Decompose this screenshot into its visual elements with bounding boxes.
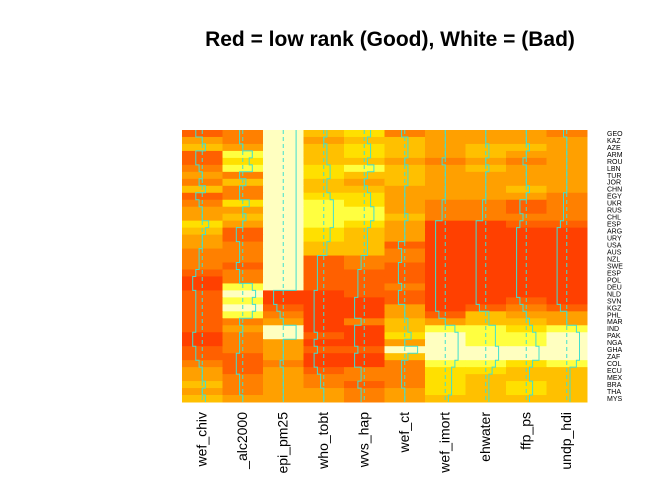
- row-label: BRA: [607, 382, 622, 389]
- row-label: GHA: [607, 347, 623, 354]
- column-label: ehwater: [477, 412, 493, 462]
- row-label: CHL: [607, 215, 621, 222]
- row-label: NLD: [607, 291, 621, 298]
- row-label: SVN: [607, 298, 621, 305]
- row-label: ESP: [607, 222, 621, 229]
- row-label: ARG: [607, 229, 622, 236]
- row-label: MEX: [607, 375, 623, 382]
- row-label: PHL: [607, 312, 621, 319]
- column-label: wef_chiv: [193, 412, 209, 467]
- column-trace-line: [354, 130, 375, 402]
- column-trace-line: [192, 130, 210, 402]
- row-label: SWE: [607, 263, 623, 270]
- row-label: MAR: [607, 319, 623, 326]
- column-trace-line: [475, 130, 500, 402]
- column-label: undp_hdi: [558, 412, 574, 470]
- column-trace-line: [235, 130, 257, 402]
- row-label: COL: [607, 361, 622, 368]
- row-label: TUR: [607, 173, 621, 180]
- column-trace-line: [313, 130, 334, 402]
- row-label: ARM: [607, 152, 623, 159]
- column-label: _alc2000: [234, 412, 250, 470]
- row-label: ESP: [607, 270, 621, 277]
- row-label: IND: [607, 326, 619, 333]
- row-label: KAZ: [607, 138, 621, 145]
- row-label: POL: [607, 277, 621, 284]
- row-label: ECU: [607, 368, 622, 375]
- column-label: wvs_hap: [355, 412, 371, 468]
- row-label: RUS: [607, 208, 622, 215]
- column-label: epi_pm25: [274, 412, 290, 474]
- column-trace-line: [273, 130, 297, 402]
- row-label: LBN: [607, 166, 621, 173]
- column-trace-line: [516, 130, 540, 402]
- row-label: NZL: [607, 256, 620, 263]
- row-label: PAK: [607, 333, 621, 340]
- column-label: who_tobt: [315, 412, 331, 470]
- column-trace-line: [556, 130, 580, 402]
- row-label: UKR: [607, 201, 622, 208]
- row-label: CHN: [607, 187, 622, 194]
- row-label: JOR: [607, 180, 621, 187]
- column-trace-line: [397, 130, 419, 402]
- row-label: KGZ: [607, 305, 622, 312]
- row-label: DEU: [607, 284, 622, 291]
- chart-title: Red = low rank (Good), White = (Bad): [205, 28, 575, 51]
- row-label: AZE: [607, 145, 621, 152]
- row-label: NGA: [607, 340, 623, 347]
- row-label: MYS: [607, 396, 623, 403]
- column-label: wef_ct: [396, 412, 412, 454]
- row-label: URY: [607, 236, 622, 243]
- column-label: wef_imort: [436, 412, 452, 474]
- row-label: GEO: [607, 131, 623, 138]
- column-trace-line: [435, 130, 459, 402]
- row-label: THA: [607, 389, 621, 396]
- column-label: ffp_ps: [517, 412, 533, 450]
- row-label: USA: [607, 243, 622, 250]
- row-label: AUS: [607, 249, 622, 256]
- row-label: ZAF: [607, 354, 620, 361]
- row-label: ROU: [607, 159, 623, 166]
- row-label: EGY: [607, 194, 622, 201]
